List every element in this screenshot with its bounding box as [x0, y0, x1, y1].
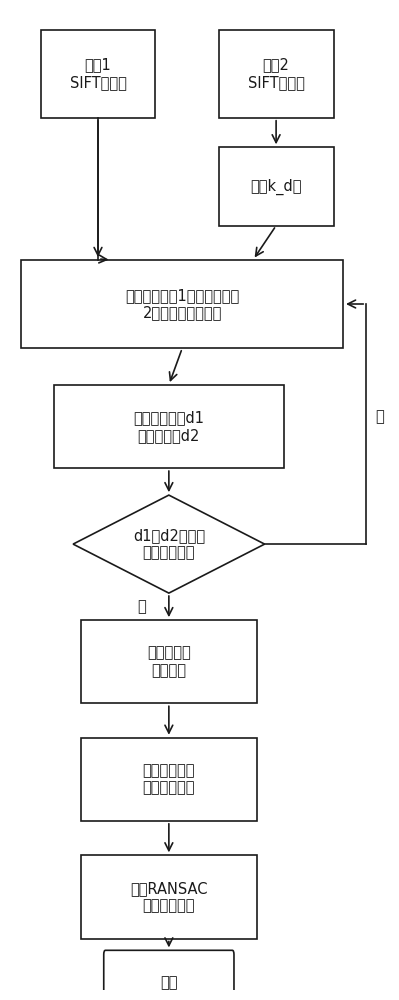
Bar	[22, 260, 343, 348]
Bar	[81, 738, 257, 821]
Text: 逐点计算图像1特征点到图像
2特征点的欧式距离: 逐点计算图像1特征点到图像 2特征点的欧式距离	[125, 288, 239, 320]
Text: 是: 是	[138, 599, 146, 614]
Bar	[219, 147, 334, 226]
Bar	[81, 620, 257, 703]
Text: 采用斜率约束
删除误匹配点: 采用斜率约束 删除误匹配点	[142, 763, 195, 796]
Text: 建立k_d树: 建立k_d树	[250, 178, 302, 195]
Text: 否: 否	[375, 409, 384, 424]
Text: 结束: 结束	[160, 975, 178, 990]
Text: 图像1
SIFT特征点: 图像1 SIFT特征点	[69, 57, 126, 90]
Text: 匹配成功的
特征点对: 匹配成功的 特征点对	[147, 646, 191, 678]
Text: d1与d2的比值
是否满足阈值: d1与d2的比值 是否满足阈值	[133, 528, 205, 560]
Polygon shape	[73, 495, 265, 593]
Bar	[54, 385, 284, 468]
Text: 采用RANSAC
算法去除外点: 采用RANSAC 算法去除外点	[130, 881, 207, 913]
Text: 获得最大距离d1
和次大距离d2: 获得最大距离d1 和次大距离d2	[133, 410, 204, 443]
Bar	[41, 30, 156, 118]
FancyBboxPatch shape	[104, 950, 234, 1000]
Bar	[81, 855, 257, 939]
Text: 图像2
SIFT特征点: 图像2 SIFT特征点	[248, 57, 304, 90]
Bar	[219, 30, 334, 118]
